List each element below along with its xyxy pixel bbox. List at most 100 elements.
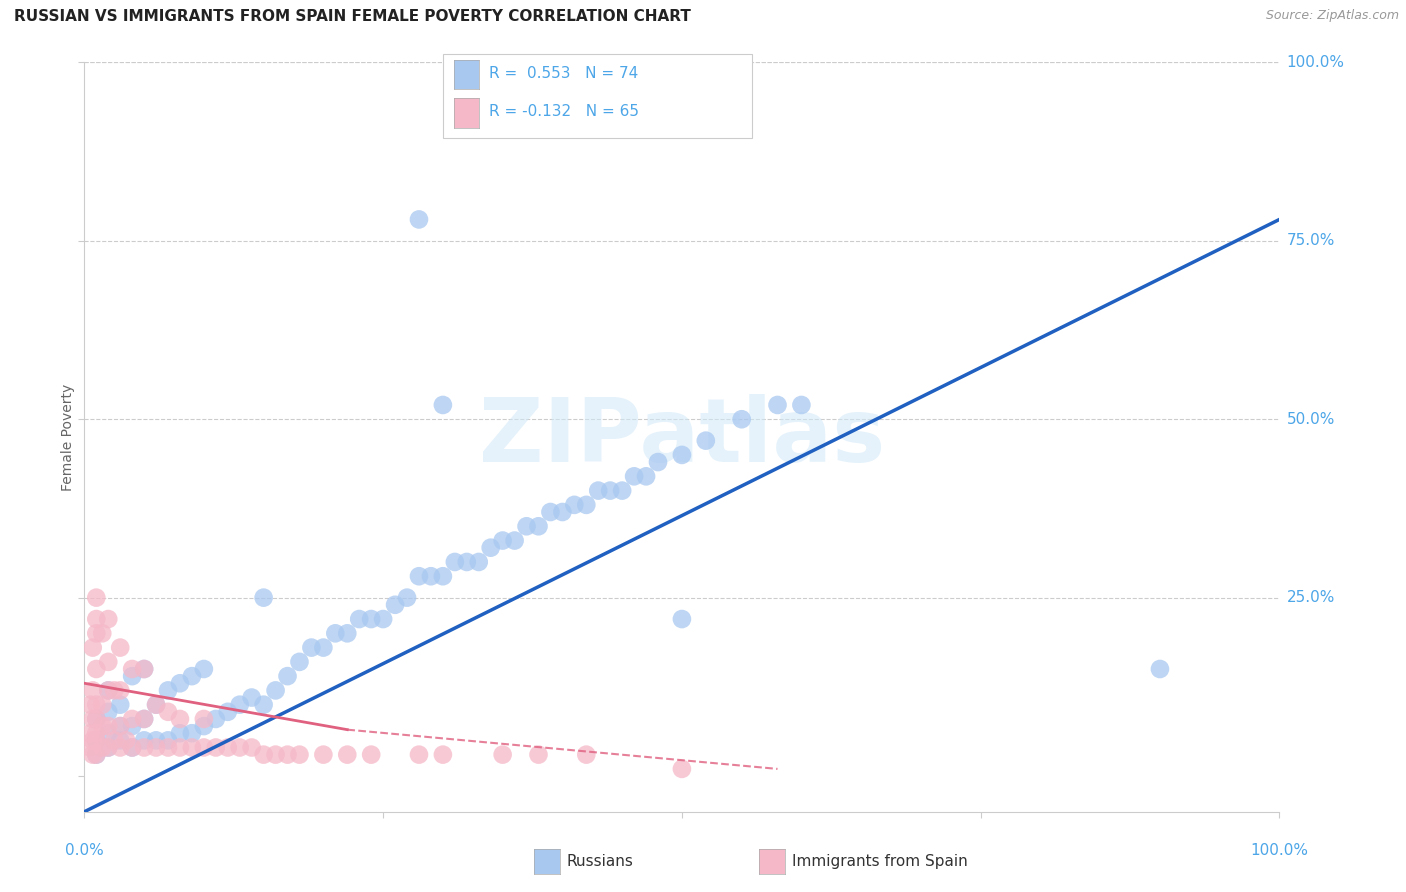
Point: [82, 712, 104, 726]
Point: [193, 662, 215, 676]
Point: [115, 733, 138, 747]
Point: [86, 612, 108, 626]
Text: 0.0%: 0.0%: [65, 843, 104, 858]
Point: [193, 712, 215, 726]
Point: [408, 569, 430, 583]
Point: [492, 747, 515, 762]
Point: [132, 733, 156, 747]
Point: [790, 398, 813, 412]
Point: [503, 533, 526, 548]
Point: [121, 662, 143, 676]
Point: [91, 740, 114, 755]
Point: [264, 747, 287, 762]
Text: 25.0%: 25.0%: [1286, 591, 1334, 605]
Point: [360, 747, 382, 762]
Point: [86, 712, 108, 726]
Point: [82, 640, 104, 655]
Point: [97, 705, 120, 719]
Point: [277, 747, 299, 762]
Point: [86, 626, 108, 640]
Point: [91, 719, 114, 733]
Point: [110, 683, 132, 698]
Point: [540, 505, 562, 519]
Point: [253, 698, 276, 712]
Point: [121, 669, 143, 683]
Text: ZIPatlas: ZIPatlas: [479, 393, 884, 481]
Point: [110, 719, 132, 733]
Point: [288, 655, 311, 669]
Point: [193, 740, 215, 755]
Point: [527, 519, 550, 533]
Text: Russians: Russians: [567, 855, 634, 869]
Point: [181, 740, 204, 755]
Point: [301, 640, 323, 655]
Point: [145, 733, 167, 747]
Point: [132, 662, 156, 676]
Point: [86, 733, 108, 747]
Point: [647, 455, 669, 469]
Point: [82, 683, 104, 698]
Point: [132, 712, 156, 726]
Point: [612, 483, 634, 498]
Point: [145, 698, 167, 712]
Point: [264, 683, 287, 698]
Point: [575, 747, 598, 762]
Point: [157, 705, 180, 719]
Point: [229, 698, 252, 712]
Point: [97, 719, 120, 733]
Point: [97, 655, 120, 669]
Point: [169, 676, 191, 690]
Point: [169, 712, 191, 726]
Point: [564, 498, 586, 512]
Point: [121, 719, 143, 733]
Point: [82, 733, 104, 747]
Point: [110, 698, 132, 712]
Point: [181, 726, 204, 740]
Point: [157, 733, 180, 747]
Text: 100.0%: 100.0%: [1250, 843, 1309, 858]
Point: [79, 698, 101, 712]
Point: [97, 740, 120, 755]
Point: [121, 740, 143, 755]
Point: [157, 683, 180, 698]
Point: [432, 747, 454, 762]
Point: [731, 412, 754, 426]
Text: Immigrants from Spain: Immigrants from Spain: [792, 855, 967, 869]
Point: [86, 747, 108, 762]
Point: [86, 698, 108, 712]
Point: [312, 640, 335, 655]
Point: [145, 740, 167, 755]
Point: [527, 747, 550, 762]
Point: [132, 712, 156, 726]
Point: [671, 612, 693, 626]
Point: [695, 434, 717, 448]
Point: [373, 612, 395, 626]
Point: [408, 747, 430, 762]
Point: [671, 448, 693, 462]
Point: [575, 498, 598, 512]
Y-axis label: Female Poverty: Female Poverty: [62, 384, 76, 491]
Point: [444, 555, 467, 569]
Point: [86, 591, 108, 605]
Point: [240, 690, 263, 705]
Point: [91, 698, 114, 712]
Point: [384, 598, 406, 612]
Text: 50.0%: 50.0%: [1286, 412, 1334, 426]
Point: [97, 683, 120, 698]
Point: [169, 740, 191, 755]
Point: [97, 683, 120, 698]
Point: [86, 712, 108, 726]
Point: [110, 719, 132, 733]
Point: [157, 740, 180, 755]
Point: [766, 398, 789, 412]
Point: [79, 726, 101, 740]
Point: [110, 640, 132, 655]
Point: [229, 740, 252, 755]
Point: [623, 469, 645, 483]
Point: [82, 747, 104, 762]
Point: [277, 669, 299, 683]
Point: [86, 726, 108, 740]
Point: [169, 726, 191, 740]
Point: [86, 747, 108, 762]
Point: [253, 747, 276, 762]
